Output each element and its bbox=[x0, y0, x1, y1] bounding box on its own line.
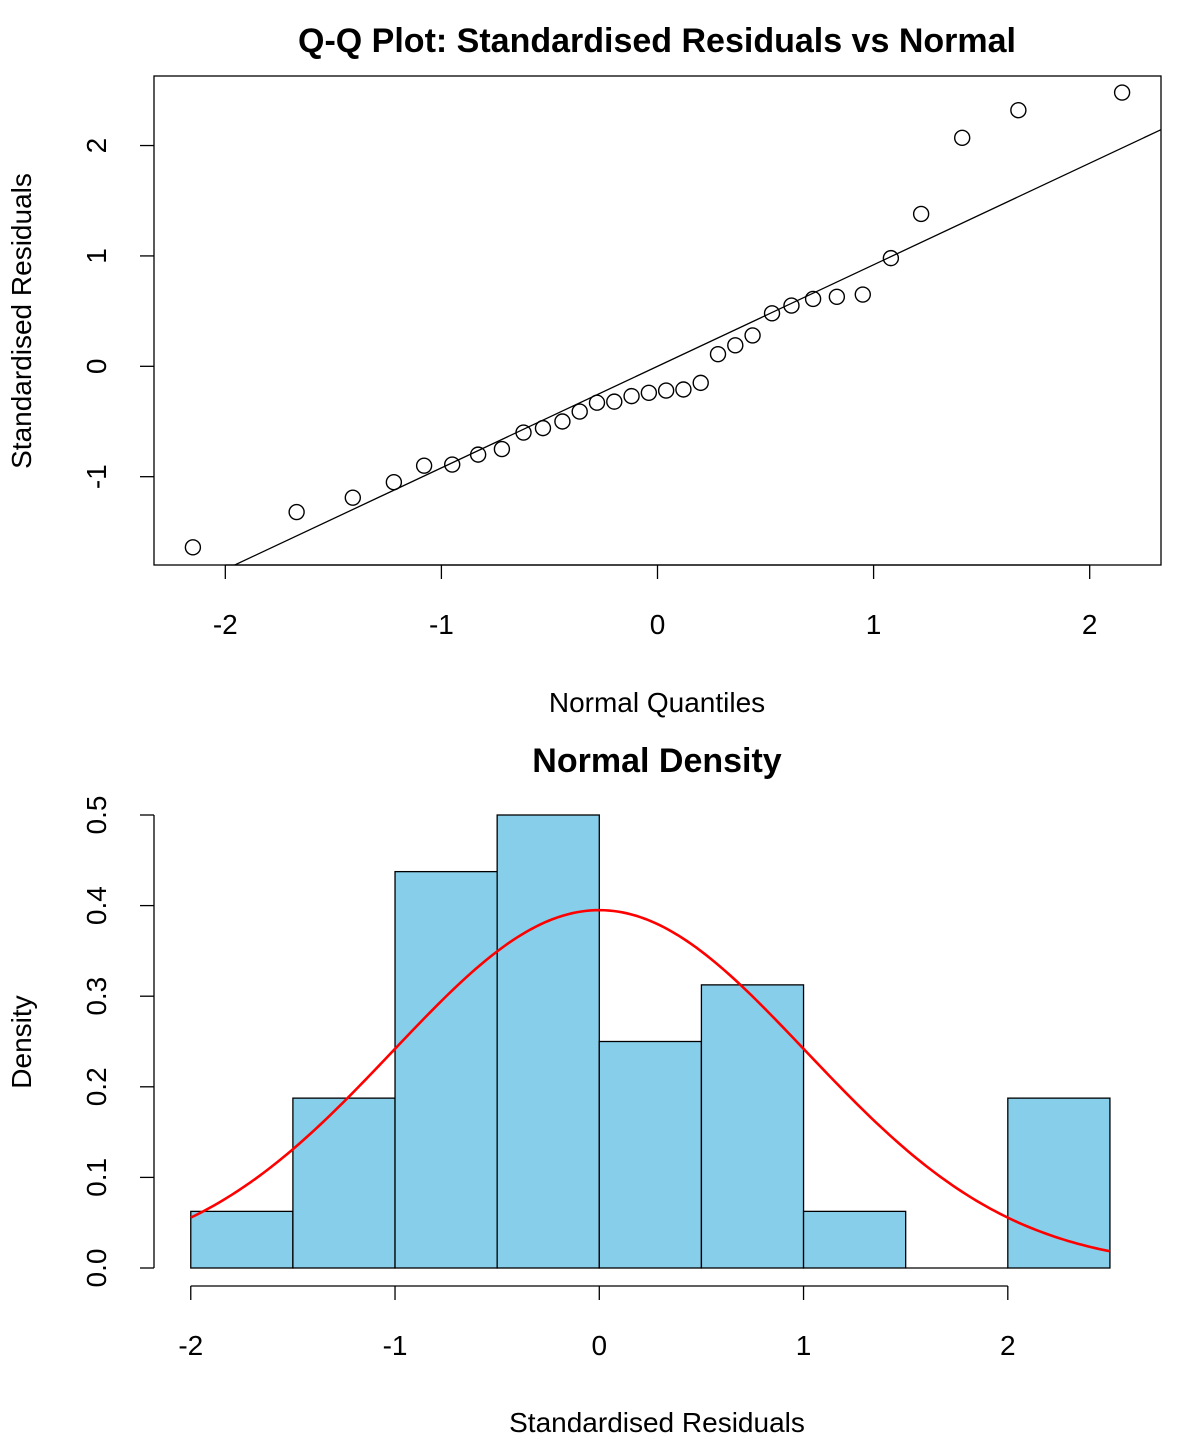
qq-point bbox=[744, 327, 761, 344]
qq-point bbox=[415, 457, 433, 474]
qq-x-tick-label: -2 bbox=[213, 609, 238, 640]
qq-point bbox=[469, 446, 487, 463]
qq-point bbox=[912, 205, 930, 223]
qq-point bbox=[515, 424, 532, 441]
qq-point bbox=[709, 345, 727, 363]
qq-y-tick-label: -1 bbox=[81, 464, 112, 489]
density-y-tick-label: 0.4 bbox=[81, 886, 112, 925]
qq-y-tick-label: 1 bbox=[81, 248, 112, 264]
qq-x-axis-label: Normal Quantiles bbox=[549, 687, 765, 718]
qq-y-axis-label: Standardised Residuals bbox=[6, 173, 37, 469]
qq-point bbox=[588, 394, 606, 411]
qq-point bbox=[493, 440, 511, 458]
histogram-bar bbox=[496, 814, 600, 1269]
qq-point bbox=[640, 384, 658, 402]
histogram-bar bbox=[394, 870, 498, 1269]
qq-point bbox=[288, 503, 305, 521]
qq-x-tick-label: -1 bbox=[429, 609, 454, 640]
qq-x-tick-label: 2 bbox=[1082, 609, 1098, 640]
qq-point bbox=[692, 374, 709, 392]
qq-reference-line bbox=[233, 129, 1161, 565]
qq-point bbox=[184, 539, 202, 556]
qq-plot-panel: Q-Q Plot: Standardised Residuals vs Norm… bbox=[6, 22, 1162, 718]
qq-point bbox=[344, 489, 362, 506]
histogram-bar bbox=[1007, 1097, 1111, 1269]
histogram-bar bbox=[598, 1040, 703, 1269]
qq-point bbox=[882, 249, 900, 267]
qq-y-tick-label: 0 bbox=[81, 359, 112, 375]
qq-plot-frame bbox=[153, 75, 1162, 566]
qq-point bbox=[1010, 102, 1027, 119]
density-x-tick-label: 2 bbox=[1000, 1330, 1016, 1361]
qq-point bbox=[804, 290, 822, 308]
qq-point bbox=[554, 413, 571, 430]
density-x-axis-label: Standardised Residuals bbox=[509, 1407, 805, 1438]
qq-y-tick-label: 2 bbox=[81, 138, 112, 154]
density-y-tick-label: 0.3 bbox=[81, 977, 112, 1016]
qq-point bbox=[606, 393, 623, 410]
density-y-tick-label: 0.0 bbox=[81, 1249, 112, 1288]
histogram-bar bbox=[190, 1210, 294, 1269]
qq-axes: -2 -1 0 1 2 -1 0 1 2 bbox=[81, 138, 1097, 640]
density-x-tick-label: -2 bbox=[178, 1330, 203, 1361]
density-y-tick-label: 0.1 bbox=[81, 1158, 112, 1197]
density-axes: -2 -1 0 1 2 0.0 0.1 0.2 0.3 0.4 0.5 bbox=[81, 796, 1016, 1361]
density-y-tick-label: 0.2 bbox=[81, 1067, 112, 1106]
density-y-tick-label: 0.5 bbox=[81, 796, 112, 835]
qq-plot-title: Q-Q Plot: Standardised Residuals vs Norm… bbox=[298, 22, 1016, 60]
histogram-bar bbox=[292, 1097, 396, 1269]
qq-point bbox=[534, 419, 552, 437]
qq-point bbox=[763, 305, 781, 322]
qq-point bbox=[675, 381, 692, 398]
histogram-bar bbox=[700, 984, 805, 1269]
histogram-bars bbox=[190, 814, 1111, 1269]
qq-point bbox=[571, 403, 588, 420]
qq-points bbox=[184, 84, 1131, 556]
qq-reference-line-group bbox=[233, 129, 1161, 565]
qq-point bbox=[385, 474, 403, 491]
qq-point bbox=[854, 286, 871, 303]
normal-density-curve-group bbox=[190, 908, 1111, 1253]
density-y-axis-label: Density bbox=[6, 995, 37, 1088]
qq-point bbox=[727, 337, 744, 354]
qq-x-tick-label: 0 bbox=[650, 609, 666, 640]
histogram-bar bbox=[802, 1210, 907, 1269]
density-histogram-panel: Normal Density Standardised Residuals De… bbox=[6, 742, 1111, 1438]
qq-point bbox=[828, 288, 846, 305]
qq-point bbox=[953, 129, 971, 147]
normal-density-curve bbox=[190, 908, 1111, 1253]
qq-point bbox=[623, 387, 640, 405]
qq-point bbox=[444, 456, 461, 473]
density-x-tick-label: 1 bbox=[796, 1330, 812, 1361]
density-x-tick-label: 0 bbox=[591, 1330, 607, 1361]
qq-point bbox=[657, 382, 675, 399]
qq-x-tick-label: 1 bbox=[866, 609, 882, 640]
density-x-tick-label: -1 bbox=[383, 1330, 408, 1361]
qq-point bbox=[783, 297, 800, 314]
qq-point bbox=[1113, 84, 1131, 101]
density-plot-title: Normal Density bbox=[532, 742, 781, 780]
